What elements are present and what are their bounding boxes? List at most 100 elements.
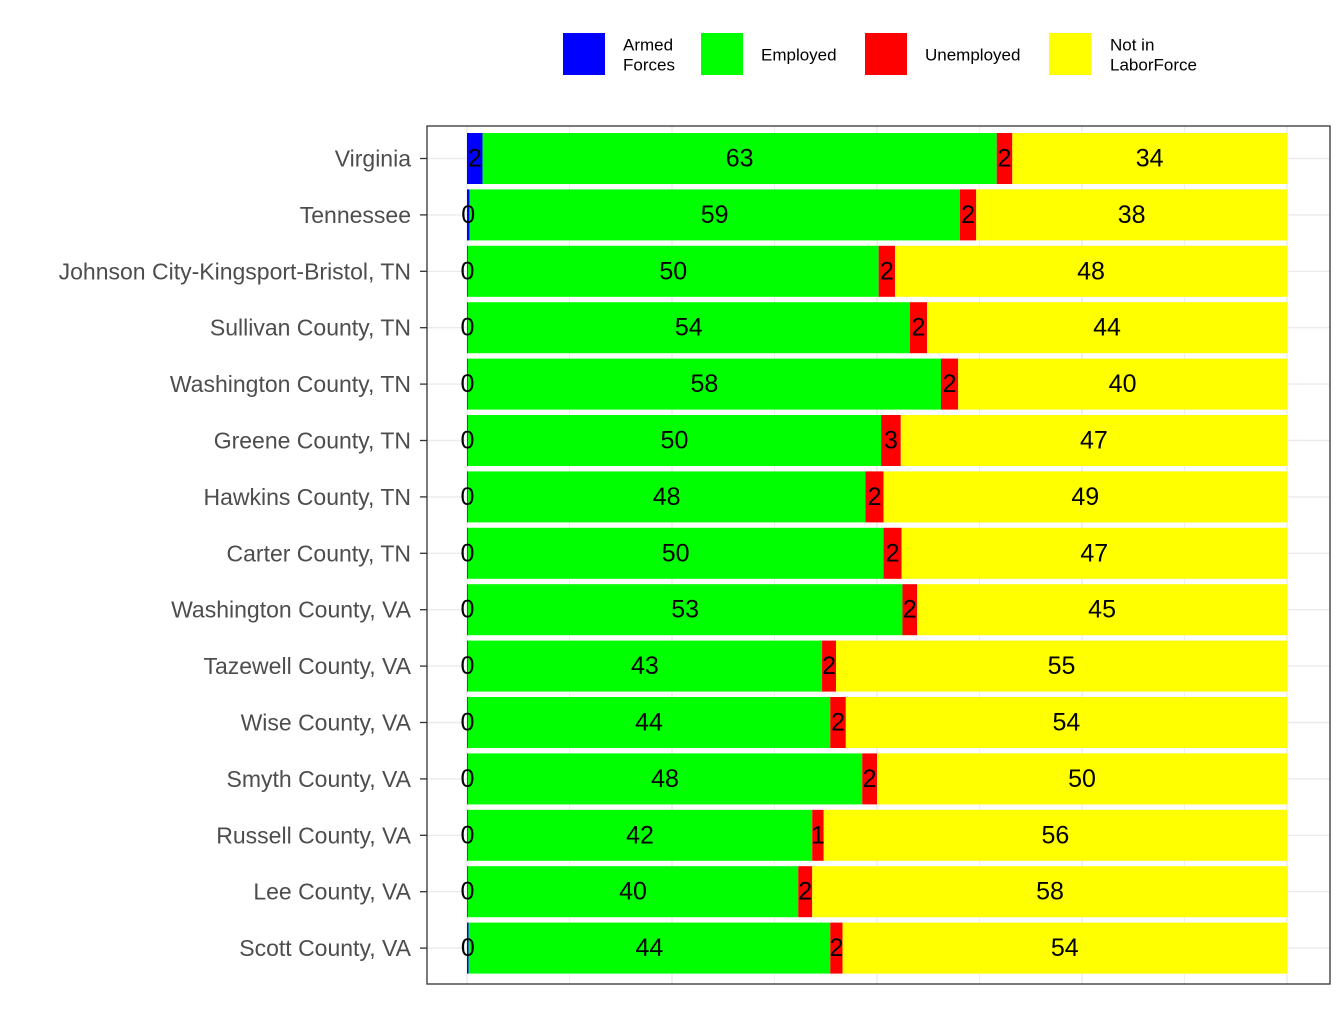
bar-segment-employed [467, 415, 882, 466]
bar-value-label: 0 [460, 709, 474, 737]
bar-value-label: 2 [998, 145, 1012, 173]
y-axis-tick-label: Johnson City-Kingsport-Bristol, TN [59, 258, 411, 284]
bar-segment-employed [467, 471, 866, 523]
bar-segment-armed-forces [467, 471, 468, 523]
y-axis-tick-label: Wise County, VA [241, 710, 412, 736]
bar-segment-unemployed [798, 866, 813, 918]
bar-segment-employed [482, 133, 997, 184]
y-axis-tick-label: Washington County, VA [171, 597, 412, 623]
bar-segment-unemployed [909, 302, 928, 354]
legend-label: Employed [761, 46, 837, 65]
bar-segment-not-in-laborforce [976, 189, 1287, 241]
bar-segment-armed-forces [467, 584, 468, 636]
legend-key [701, 33, 743, 75]
bar-segment-unemployed [822, 640, 836, 692]
bar-value-label: 44 [636, 934, 664, 962]
bar-segment-armed-forces [467, 415, 468, 466]
bar-segment-employed [467, 302, 910, 354]
legend-label: Unemployed [925, 46, 1020, 65]
bar-value-label: 0 [460, 257, 474, 285]
bar-value-label: 49 [1071, 483, 1099, 511]
bar-segment-not-in-laborforce [823, 809, 1287, 861]
legend-key [1049, 33, 1091, 75]
bar-segment-employed [467, 584, 903, 636]
bar-value-label: 2 [961, 201, 975, 229]
bar-segment-unemployed [812, 809, 824, 861]
bar-value-label: 2 [798, 878, 812, 906]
bar-value-label: 42 [626, 821, 654, 849]
legend-item-unemployed: Unemployed [865, 33, 1020, 75]
legend-label: Armed [623, 36, 673, 55]
bar-value-label: 0 [460, 652, 474, 680]
bar-value-label: 0 [460, 370, 474, 398]
bar-value-label: 50 [661, 427, 689, 455]
bar-value-label: 48 [653, 483, 681, 511]
bar-segment-armed-forces [467, 922, 469, 974]
bar-segment-unemployed [902, 584, 918, 636]
bar-segment-armed-forces [467, 697, 468, 748]
bar-value-label: 54 [1053, 709, 1081, 737]
legend-label: LaborForce [1110, 56, 1197, 75]
bar-segment-not-in-laborforce [836, 640, 1287, 692]
bar-value-label: 2 [911, 314, 925, 342]
bar-segment-unemployed [883, 527, 902, 579]
bar-segment-employed [467, 358, 941, 410]
bar-segment-not-in-laborforce [927, 302, 1287, 354]
bar-segment-unemployed [881, 415, 901, 466]
bar-value-label: 3 [884, 427, 898, 455]
bar-value-label: 0 [460, 765, 474, 793]
bar-segment-employed [467, 866, 799, 918]
y-axis-tick-label: Smyth County, VA [227, 766, 412, 792]
bar-segment-unemployed [862, 753, 877, 805]
bar-segment-armed-forces [467, 302, 468, 354]
bar-value-label: 0 [460, 314, 474, 342]
bar-segment-not-in-laborforce [895, 245, 1287, 297]
bar-value-label: 56 [1041, 821, 1069, 849]
bar-segment-armed-forces [467, 133, 483, 184]
bar-segment-armed-forces [467, 753, 468, 805]
bar-segment-armed-forces [467, 640, 468, 692]
bar-value-label: 50 [662, 539, 690, 567]
legend-label: Forces [623, 56, 675, 75]
bar-value-label: 0 [460, 596, 474, 624]
bar-segment-armed-forces [467, 358, 468, 410]
bar-segment-not-in-laborforce [877, 753, 1287, 805]
bar-value-label: 2 [868, 483, 882, 511]
bar-segment-unemployed [830, 697, 846, 748]
y-axis-tick-label: Scott County, VA [239, 935, 411, 961]
bar-segment-employed [467, 527, 884, 579]
bar-segment-not-in-laborforce [917, 584, 1287, 636]
bar-value-label: 2 [886, 539, 900, 567]
bar-segment-unemployed [865, 471, 884, 523]
legend-key [865, 33, 907, 75]
y-axis: Virginia Tennessee Johnson City-Kingsport-… [59, 146, 427, 961]
bar-value-label: 44 [635, 709, 663, 737]
bar-value-label: 40 [1109, 370, 1137, 398]
bar-value-label: 34 [1136, 145, 1164, 173]
bar-segment-employed [467, 245, 879, 297]
bar-segment-not-in-laborforce [958, 358, 1287, 410]
plot-panel-border [426, 125, 1331, 985]
bar-segment-employed [468, 922, 831, 974]
bar-segment-employed [469, 189, 960, 241]
y-axis-tick-label: Carter County, TN [227, 540, 411, 566]
bar-value-label: 55 [1048, 652, 1076, 680]
bar-value-label: 0 [461, 201, 475, 229]
legend-label: Not in [1110, 36, 1154, 55]
bar-value-label: 44 [1093, 314, 1121, 342]
bar-value-label: 54 [1051, 934, 1079, 962]
y-axis-tick-label: Tazewell County, VA [203, 653, 411, 679]
bar-value-label: 0 [460, 483, 474, 511]
y-axis-tick-label: Greene County, TN [214, 428, 411, 454]
bar-value-label: 50 [659, 257, 687, 285]
bar-segment-not-in-laborforce [901, 527, 1287, 579]
bar-value-label: 47 [1080, 427, 1108, 455]
bar-value-label: 2 [863, 765, 877, 793]
bar-segment-employed [467, 809, 813, 861]
bar-segment-not-in-laborforce [900, 415, 1287, 466]
bar-value-label: 48 [1077, 257, 1105, 285]
